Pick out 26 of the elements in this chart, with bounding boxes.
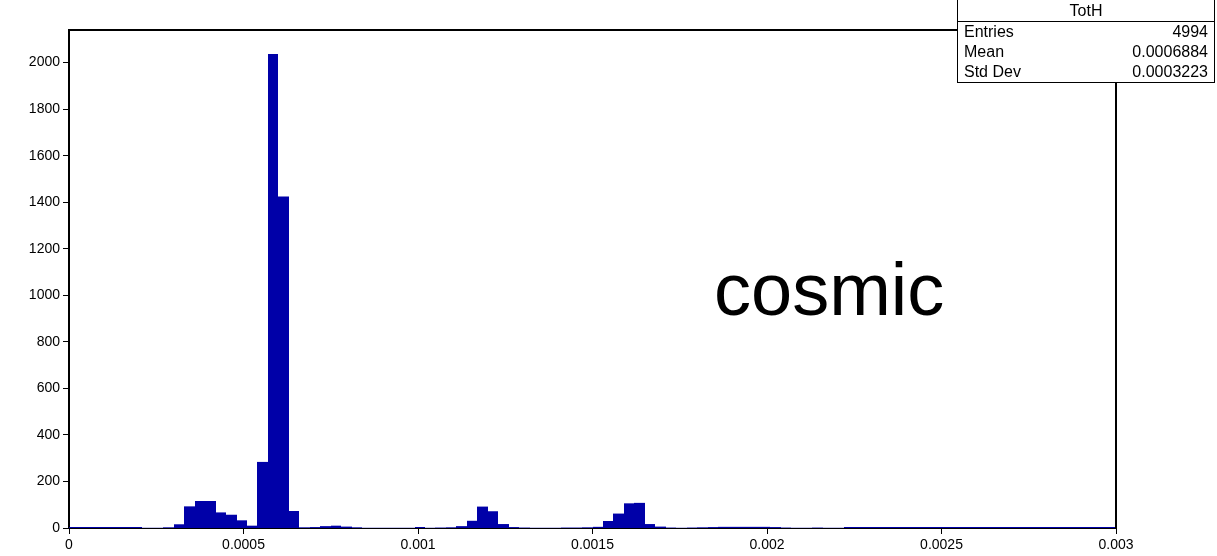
annotation: cosmic: [714, 248, 945, 331]
y-tick-label: 1800: [28, 99, 61, 116]
annotation: Entries: [964, 22, 1014, 42]
y-tick-label: 0: [52, 518, 61, 535]
y-tick-label: 1000: [28, 286, 61, 303]
x-tick-label: 0.001: [400, 536, 436, 553]
x-tick-label: 0.002: [749, 536, 785, 553]
text: 4994: [1172, 22, 1208, 42]
y-tick-label: 1600: [28, 146, 61, 163]
x-tick-label: 0.0025: [920, 536, 964, 553]
text: 0.0003223: [1132, 62, 1208, 82]
y-tick-label: 200: [36, 472, 61, 489]
annotation: Mean: [964, 42, 1005, 62]
y-tick-label: 600: [36, 379, 61, 396]
text: TotH: [958, 0, 1214, 22]
y-tick-label: 400: [36, 425, 61, 442]
y-tick-label: 1200: [28, 239, 61, 256]
x-tick-label: 0: [65, 536, 74, 553]
y-tick-label: 2000: [28, 53, 61, 70]
x-tick-label: 0.003: [1098, 536, 1134, 553]
text: 0.0006884: [1132, 42, 1208, 62]
y-tick-label: 1400: [28, 193, 61, 210]
annotation: Std Dev: [964, 62, 1021, 82]
y-tick-label: 800: [36, 332, 61, 349]
x-tick-label: 0.0015: [571, 536, 615, 553]
x-tick-label: 0.0005: [222, 536, 266, 553]
